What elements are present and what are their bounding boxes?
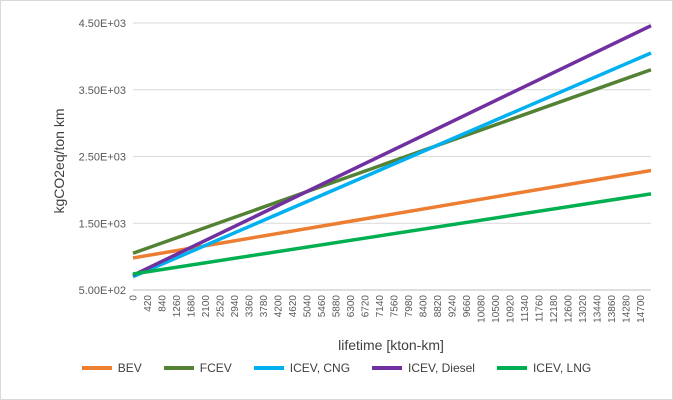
legend-swatch [81,366,112,370]
x-tick-label: 14700 [636,295,647,323]
x-tick-label: 4620 [288,295,299,318]
y-axis-title: kgCO2eq/ton km [51,108,67,213]
x-tick-label: 7980 [404,295,415,318]
x-tick-label: 6300 [346,295,357,318]
series-line [132,51,652,279]
x-tick-label: 9660 [462,295,473,318]
y-tick-label: 5.00E+02 [79,285,126,297]
y-tick-label: 1.50E+03 [79,218,126,230]
x-tick-label: 3360 [245,295,256,318]
x-tick-label: 13440 [593,295,604,323]
y-tick-label: 3.50E+03 [79,85,126,97]
x-tick-label: 5880 [332,295,343,318]
legend-label: ICEV, CNG [289,361,351,375]
x-tick-label: 6720 [361,295,372,318]
legend: BEV FCEV ICEV, CNG ICEV, Diesel ICEV, LNG [1,361,672,375]
x-tick-label: 420 [143,295,154,312]
series-lines [132,24,652,279]
legend-swatch [496,366,527,370]
x-tick-label: 8820 [433,295,444,318]
legend-swatch [253,366,284,370]
x-tick-label: 8400 [419,295,430,318]
legend-item: ICEV, Diesel [372,361,475,375]
x-tick-label: 10920 [506,295,517,323]
x-tick-label: 13020 [578,295,589,323]
legend-swatch [372,366,403,370]
legend-label: ICEV, Diesel [408,361,475,375]
x-tick-label: 0 [129,295,140,301]
x-tick-label: 13860 [607,295,618,323]
y-tick-label: 4.50E+03 [79,18,126,30]
y-tick-label: 2.50E+03 [79,152,126,164]
legend-item: FCEV [163,361,232,375]
x-tick-label: 5040 [303,295,314,318]
legend-swatch [163,366,194,370]
legend-label: FCEV [199,361,232,375]
x-tick-label: 7560 [390,295,401,318]
x-tick-label: 14280 [622,295,633,323]
x-tick-label: 4200 [274,295,285,318]
x-tick-label: 9240 [448,295,459,318]
legend-item: ICEV, LNG [496,361,592,375]
legend-label: BEV [117,361,142,375]
x-axis-title: lifetime [kton-km] [338,337,444,353]
legend-label: ICEV, LNG [532,361,592,375]
x-tick-label: 12180 [549,295,560,323]
x-tick-label: 2520 [216,295,227,318]
x-tick-label: 2100 [201,295,212,318]
x-tick-label: 11340 [520,295,531,323]
series-line [132,68,652,255]
x-tick-label: 12600 [564,295,575,323]
x-tick-label: 1260 [172,295,183,318]
x-tick-label: 5460 [317,295,328,318]
series-line [132,192,652,276]
series-line [132,168,652,260]
x-tick-labels: 0 420 840 1260 1680 2100 2520 2940 3360 3780 4200 4… [129,295,648,323]
x-tick-label: 10080 [477,295,488,323]
x-tick-label: 840 [158,295,169,312]
x-tick-label: 11760 [535,295,546,323]
legend-item: BEV [81,361,142,375]
x-tick-label: 3780 [259,295,270,318]
x-tick-label: 1680 [187,295,198,318]
x-tick-label: 7140 [375,295,386,318]
legend-item: ICEV, CNG [253,361,351,375]
x-tick-label: 2940 [230,295,241,318]
series-line [132,24,652,277]
x-tick-label: 10500 [491,295,502,323]
y-tick-labels: 5.00E+02 1.50E+03 2.50E+03 3.50E+03 4.50E+03 [79,18,126,297]
